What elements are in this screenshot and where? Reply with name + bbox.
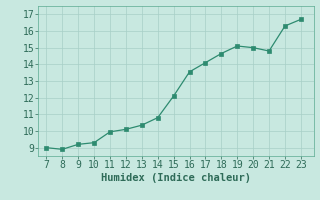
- X-axis label: Humidex (Indice chaleur): Humidex (Indice chaleur): [101, 173, 251, 183]
